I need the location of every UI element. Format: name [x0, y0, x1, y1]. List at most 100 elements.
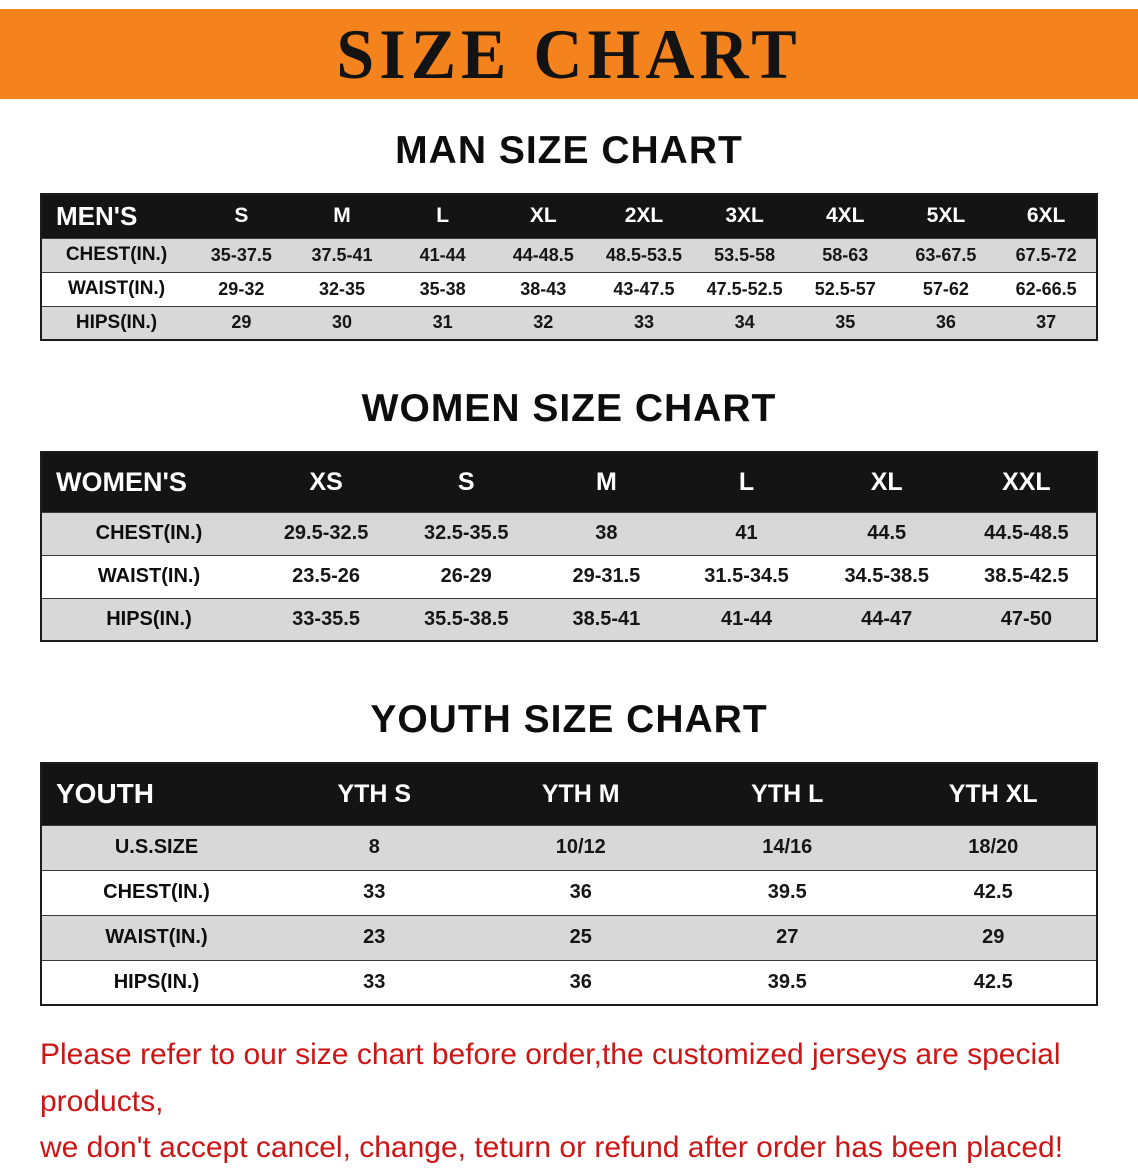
men-column-header: S	[191, 193, 292, 239]
youth-size-cell: 33	[271, 869, 478, 916]
youth-size-cell: 33	[271, 959, 478, 1006]
women-size-table: WOMEN'S XS S M L XL XXL CHEST(IN.) 29.5-32.5 32.5…	[40, 451, 1098, 642]
women-size-cell: 23.5-26	[256, 554, 397, 599]
section-women: WOMEN SIZE CHART WOMEN'S XS S M L XL XXL CHEST(I…	[0, 387, 1138, 642]
youth-row-label: WAIST(IN.)	[41, 914, 271, 961]
women-size-cell: 38	[536, 511, 677, 556]
youth-table-row: WAIST(IN.) 23 25 27 29	[41, 914, 1097, 961]
women-size-cell: 44.5-48.5	[956, 511, 1097, 556]
men-size-cell: 41-44	[392, 237, 493, 273]
women-size-cell: 44.5	[816, 511, 957, 556]
youth-section-heading: YOUTH SIZE CHART	[370, 698, 768, 741]
men-size-cell: 62-66.5	[996, 271, 1097, 307]
size-chart-sections: MAN SIZE CHART MEN'S S M L XL 2XL 3XL 4XL 5XL 6XL C…	[0, 129, 1138, 1006]
youth-size-cell: 14/16	[684, 824, 891, 871]
men-size-cell: 33	[593, 305, 695, 341]
men-group-label: MEN'S	[41, 193, 191, 239]
women-size-cell: 26-29	[396, 554, 537, 599]
women-size-cell: 32.5-35.5	[396, 511, 537, 556]
youth-size-cell: 39.5	[684, 869, 891, 916]
youth-column-header: YTH M	[477, 762, 684, 826]
women-size-cell: 44-47	[816, 597, 957, 642]
men-size-table: MEN'S S M L XL 2XL 3XL 4XL 5XL 6XL CHEST(IN.) 35-37…	[40, 193, 1098, 341]
women-row-label: HIPS(IN.)	[41, 597, 256, 642]
men-column-header: L	[392, 193, 493, 239]
footer-notice: Please refer to our size chart before or…	[40, 1032, 1100, 1172]
men-size-cell: 43-47.5	[593, 271, 695, 307]
youth-row-label: CHEST(IN.)	[41, 869, 271, 916]
women-row-label: WAIST(IN.)	[41, 554, 256, 599]
women-column-header: S	[396, 451, 537, 513]
men-size-cell: 37	[996, 305, 1097, 341]
men-column-header: 6XL	[996, 193, 1097, 239]
women-table-row: WAIST(IN.) 23.5-26 26-29 29-31.5 31.5-34.5 34…	[41, 554, 1097, 599]
women-size-cell: 38.5-41	[536, 597, 677, 642]
men-size-cell: 32-35	[291, 271, 393, 307]
men-size-cell: 29	[191, 305, 292, 341]
men-size-cell: 35-37.5	[191, 237, 292, 273]
men-table-row: HIPS(IN.) 29 30 31 32 33 34 35 36 37	[41, 305, 1097, 341]
women-size-cell: 47-50	[956, 597, 1097, 642]
men-size-cell: 48.5-53.5	[593, 237, 695, 273]
women-section-heading: WOMEN SIZE CHART	[361, 387, 777, 430]
women-table-row: HIPS(IN.) 33-35.5 35.5-38.5 38.5-41 41-44 44-…	[41, 597, 1097, 642]
men-column-header: XL	[492, 193, 594, 239]
youth-column-header: YTH XL	[890, 762, 1097, 826]
youth-table-row: CHEST(IN.) 33 36 39.5 42.5	[41, 869, 1097, 916]
men-size-cell: 63-67.5	[895, 237, 997, 273]
women-size-cell: 35.5-38.5	[396, 597, 537, 642]
women-size-cell: 41	[676, 511, 817, 556]
women-column-header: XXL	[956, 451, 1097, 513]
women-table-row: CHEST(IN.) 29.5-32.5 32.5-35.5 38 41 44.5 44.5…	[41, 511, 1097, 556]
women-size-cell: 34.5-38.5	[816, 554, 957, 599]
men-size-cell: 37.5-41	[291, 237, 393, 273]
men-size-cell: 67.5-72	[996, 237, 1097, 273]
youth-table-row: HIPS(IN.) 33 36 39.5 42.5	[41, 959, 1097, 1006]
notice-line-1: Please refer to our size chart before or…	[40, 1038, 1061, 1118]
men-size-cell: 52.5-57	[794, 271, 896, 307]
women-column-header: XS	[256, 451, 397, 513]
men-size-cell: 57-62	[895, 271, 997, 307]
youth-size-cell: 36	[477, 959, 684, 1006]
banner: SIZE CHART	[0, 9, 1138, 99]
youth-size-cell: 18/20	[890, 824, 1097, 871]
youth-size-cell: 39.5	[684, 959, 891, 1006]
youth-column-header: YTH S	[271, 762, 478, 826]
youth-group-label: YOUTH	[41, 762, 271, 826]
youth-size-cell: 8	[271, 824, 478, 871]
youth-size-cell: 42.5	[890, 869, 1097, 916]
men-size-cell: 47.5-52.5	[694, 271, 795, 307]
men-row-label: HIPS(IN.)	[41, 305, 191, 341]
men-size-cell: 38-43	[492, 271, 594, 307]
men-size-cell: 35-38	[392, 271, 493, 307]
women-size-cell: 29.5-32.5	[256, 511, 397, 556]
women-row-label: CHEST(IN.)	[41, 511, 256, 556]
women-column-header: L	[676, 451, 817, 513]
men-size-cell: 44-48.5	[492, 237, 594, 273]
men-section-heading: MAN SIZE CHART	[395, 129, 743, 172]
page-title: SIZE CHART	[336, 13, 802, 94]
youth-size-cell: 42.5	[890, 959, 1097, 1006]
men-size-cell: 30	[291, 305, 393, 341]
men-size-cell: 34	[694, 305, 795, 341]
youth-table-row: U.S.SIZE 8 10/12 14/16 18/20	[41, 824, 1097, 871]
men-size-cell: 53.5-58	[694, 237, 795, 273]
women-group-label: WOMEN'S	[41, 451, 256, 513]
men-size-cell: 35	[794, 305, 896, 341]
men-table-row: CHEST(IN.) 35-37.5 37.5-41 41-44 44-48.5 48.5…	[41, 237, 1097, 273]
youth-size-cell: 27	[684, 914, 891, 961]
men-size-cell: 36	[895, 305, 997, 341]
section-men: MAN SIZE CHART MEN'S S M L XL 2XL 3XL 4XL 5XL 6XL C…	[0, 129, 1138, 341]
youth-row-label: U.S.SIZE	[41, 824, 271, 871]
youth-size-table: YOUTH YTH S YTH M YTH L YTH XL U.S.SIZE 8 10/12…	[40, 762, 1098, 1006]
men-column-header: 4XL	[794, 193, 896, 239]
youth-row-label: HIPS(IN.)	[41, 959, 271, 1006]
women-size-cell: 31.5-34.5	[676, 554, 817, 599]
women-column-header: XL	[816, 451, 957, 513]
youth-size-cell: 36	[477, 869, 684, 916]
size-chart-page: SIZE CHART MAN SIZE CHART MEN'S S M L XL 2XL 3X…	[0, 9, 1138, 1164]
men-column-header: 2XL	[593, 193, 695, 239]
women-size-cell: 41-44	[676, 597, 817, 642]
men-column-header: 3XL	[694, 193, 795, 239]
section-youth: YOUTH SIZE CHART YOUTH YTH S YTH M YTH L YTH …	[0, 698, 1138, 1006]
